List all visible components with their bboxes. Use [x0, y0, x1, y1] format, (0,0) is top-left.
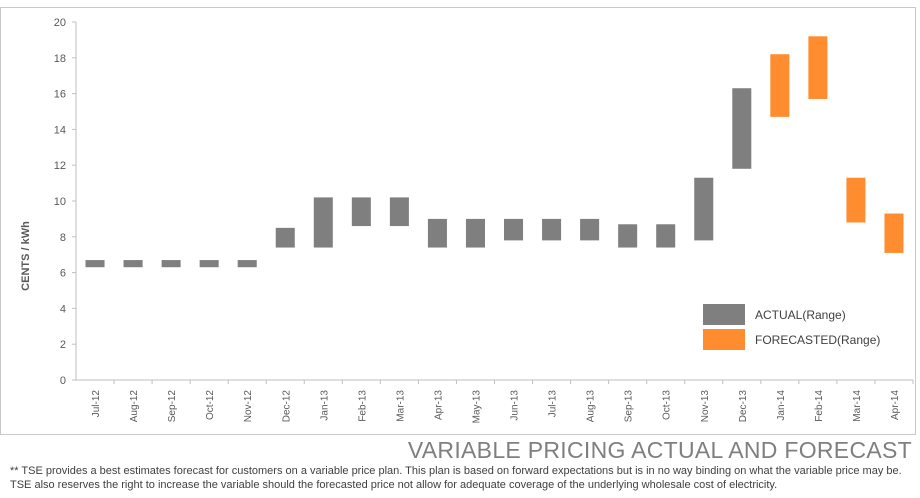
- y-tick-label: 4: [60, 303, 66, 315]
- x-tick-label: Feb-13: [357, 390, 368, 422]
- x-tick-label: Feb-14: [814, 390, 825, 422]
- x-tick-label: Oct-13: [662, 390, 673, 420]
- legend-label-actual: ACTUAL(Range): [755, 308, 846, 322]
- x-tick-label: Mar-13: [395, 390, 406, 422]
- x-tick-label: Jan-14: [776, 390, 787, 421]
- x-tick-label: Jan-13: [319, 390, 330, 421]
- y-tick-label: 0: [60, 375, 66, 387]
- x-tick-label: Mar-14: [852, 390, 863, 422]
- bars: [85, 36, 904, 268]
- y-tick-label: 16: [54, 89, 66, 101]
- y-tick-label: 18: [54, 53, 66, 65]
- x-tick-label: Dec-12: [281, 390, 292, 423]
- x-tick-label: Jul-12: [91, 390, 102, 418]
- legend-label-forecasted: FORECASTED(Range): [755, 333, 880, 347]
- range-bar-dec-13: [732, 88, 752, 169]
- x-tick-label: Aug-12: [129, 390, 140, 423]
- y-tick-label: 6: [60, 268, 66, 280]
- range-bar-feb-14: [808, 36, 828, 99]
- y-tick-label: 8: [60, 232, 66, 244]
- chart-container: 0 2 4 6 8 10 12 14 16 18 20 CENTS / kWh Jul-12 Aug-12…: [0, 7, 916, 435]
- x-tick-label: Apr-13: [433, 390, 444, 420]
- chart-title: VARIABLE PRICING ACTUAL AND FORECAST: [407, 437, 912, 463]
- range-chart: 0 2 4 6 8 10 12 14 16 18 20 CENTS / kWh Jul-12 Aug-12…: [20, 17, 914, 424]
- x-tick-label: Sep-12: [167, 390, 178, 423]
- legend-swatch-actual: [703, 304, 745, 325]
- x-tick-label: Nov-12: [243, 390, 254, 423]
- range-bar-aug-13: [580, 218, 600, 241]
- range-bar-aug-12: [123, 260, 143, 268]
- footnote: ** TSE provides a best estimates forecas…: [10, 465, 902, 491]
- y-tick-label: 2: [60, 339, 66, 351]
- range-bar-jul-12: [85, 260, 105, 268]
- range-bar-may-13: [465, 218, 485, 248]
- range-bar-jan-14: [770, 54, 790, 117]
- range-bar-sep-12: [161, 260, 181, 268]
- x-tick-label: Apr-14: [890, 390, 901, 420]
- range-bar-dec-12: [275, 227, 295, 248]
- x-tick-label: Dec-13: [738, 390, 749, 423]
- x-tick-label: Jun-13: [510, 390, 521, 421]
- x-tick-label: Sep-13: [624, 390, 635, 423]
- range-bar-jul-13: [542, 218, 562, 241]
- legend: ACTUAL(Range) FORECASTED(Range): [703, 304, 880, 350]
- y-tick-label: 10: [54, 196, 66, 208]
- axes: 0 2 4 6 8 10 12 14 16 18 20 CENTS / kWh Jul-12 Aug-12…: [20, 17, 914, 424]
- range-bar-nov-12: [237, 260, 257, 268]
- range-bar-mar-14: [846, 177, 866, 223]
- range-bar-jan-13: [313, 197, 333, 248]
- range-bar-nov-13: [694, 177, 714, 241]
- y-tick-label: 12: [54, 160, 66, 172]
- x-tick-label: Nov-13: [700, 390, 711, 423]
- range-bar-apr-13: [427, 218, 447, 248]
- y-axis-label: CENTS / kWh: [20, 221, 32, 291]
- range-bar-oct-13: [656, 224, 676, 248]
- range-bar-oct-12: [199, 260, 219, 268]
- range-bar-mar-13: [389, 197, 409, 227]
- y-tick-label: 20: [54, 17, 66, 29]
- range-bar-apr-14: [884, 213, 904, 253]
- range-bar-jun-13: [504, 218, 524, 241]
- x-tick-label: Jul-13: [548, 390, 559, 418]
- x-tick-label: Aug-13: [586, 390, 597, 423]
- x-tick-label: Oct-12: [205, 390, 216, 420]
- x-tick-label: May-13: [471, 390, 482, 424]
- legend-swatch-forecasted: [703, 329, 745, 350]
- range-bar-feb-13: [351, 197, 371, 227]
- range-bar-sep-13: [618, 224, 638, 248]
- y-tick-label: 14: [54, 124, 66, 136]
